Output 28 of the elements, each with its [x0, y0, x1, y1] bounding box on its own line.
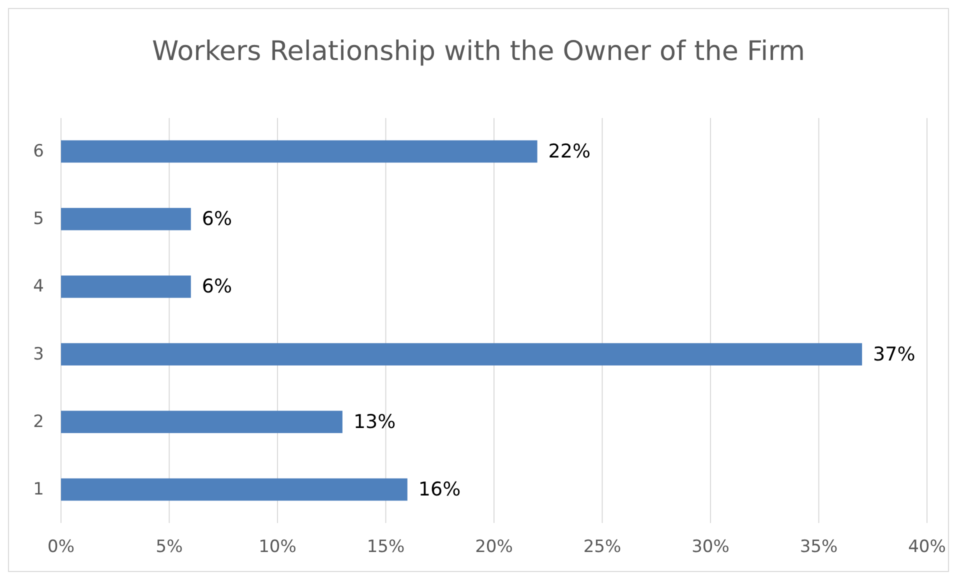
y-tick-label: 2 — [33, 412, 44, 432]
data-label: 6% — [202, 276, 232, 298]
data-label: 22% — [548, 140, 591, 162]
data-label: 37% — [873, 343, 916, 366]
y-tick-label: 4 — [33, 276, 44, 297]
bar — [61, 410, 342, 434]
bar — [61, 208, 191, 230]
bar — [61, 478, 408, 501]
x-tick-label: 30% — [692, 537, 730, 557]
bar — [61, 140, 538, 163]
x-tick-label: 15% — [366, 537, 405, 557]
y-tick-label: 1 — [33, 480, 44, 500]
data-label: 13% — [353, 410, 396, 433]
bar — [61, 276, 191, 298]
x-tick-label: 0% — [48, 537, 74, 557]
bar — [61, 343, 862, 366]
x-tick-label: 20% — [475, 537, 513, 557]
x-tick-label: 10% — [258, 537, 296, 557]
x-tick-label: 35% — [800, 537, 838, 557]
y-tick-label: 3 — [33, 344, 44, 364]
y-tick-label: 6 — [33, 141, 44, 162]
x-tick-label: 25% — [583, 537, 622, 557]
data-label: 16% — [418, 478, 461, 501]
data-label: 6% — [202, 208, 232, 230]
x-tick-label: 5% — [156, 537, 183, 557]
chart-title: Workers Relationship with the Owner of the Firm — [152, 36, 806, 67]
x-tick-label: 40% — [908, 537, 946, 557]
y-tick-label: 5 — [33, 209, 44, 230]
